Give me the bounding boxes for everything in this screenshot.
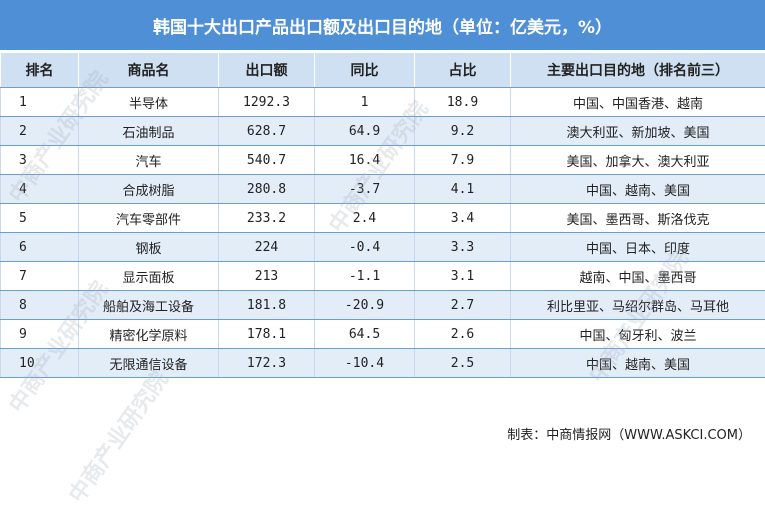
cell-destinations: 中国、中国香港、越南	[511, 88, 765, 117]
cell-export-value: 181.8	[219, 291, 315, 320]
cell-share: 4.1	[415, 175, 511, 204]
col-header-destinations: 主要出口目的地（排名前三）	[511, 53, 765, 88]
cell-share: 2.6	[415, 320, 511, 349]
cell-product: 汽车零部件	[79, 204, 219, 233]
cell-rank: 10	[1, 349, 79, 378]
cell-yoy: 64.9	[315, 117, 415, 146]
cell-destinations: 澳大利亚、新加坡、美国	[511, 117, 765, 146]
cell-yoy: 1	[315, 88, 415, 117]
cell-destinations: 中国、越南、美国	[511, 175, 765, 204]
cell-export-value: 1292.3	[219, 88, 315, 117]
col-header-yoy: 同比	[315, 53, 415, 88]
cell-yoy: -3.7	[315, 175, 415, 204]
cell-share: 18.9	[415, 88, 511, 117]
cell-product: 合成树脂	[79, 175, 219, 204]
cell-yoy: -20.9	[315, 291, 415, 320]
cell-product: 船舶及海工设备	[79, 291, 219, 320]
header-row: 排名 商品名 出口额 同比 占比 主要出口目的地（排名前三）	[1, 53, 765, 88]
cell-product: 钢板	[79, 233, 219, 262]
source-note: 制表：中商情报网（WWW.ASKCI.COM）	[507, 424, 751, 443]
cell-product: 石油制品	[79, 117, 219, 146]
cell-share: 9.2	[415, 117, 511, 146]
col-header-export-value: 出口额	[219, 53, 315, 88]
cell-share: 7.9	[415, 146, 511, 175]
cell-rank: 9	[1, 320, 79, 349]
cell-share: 2.7	[415, 291, 511, 320]
cell-destinations: 越南、中国、墨西哥	[511, 262, 765, 291]
cell-yoy: 2.4	[315, 204, 415, 233]
cell-rank: 2	[1, 117, 79, 146]
cell-export-value: 540.7	[219, 146, 315, 175]
cell-rank: 7	[1, 262, 79, 291]
cell-share: 3.3	[415, 233, 511, 262]
cell-rank: 8	[1, 291, 79, 320]
chart-container: 韩国十大出口产品出口额及出口目的地（单位：亿美元，%） 排名 商品名 出口额 同…	[0, 0, 765, 450]
cell-rank: 1	[1, 88, 79, 117]
cell-export-value: 280.8	[219, 175, 315, 204]
cell-export-value: 213	[219, 262, 315, 291]
cell-product: 无限通信设备	[79, 349, 219, 378]
cell-yoy: -0.4	[315, 233, 415, 262]
cell-product: 精密化学原料	[79, 320, 219, 349]
cell-rank: 6	[1, 233, 79, 262]
col-header-product: 商品名	[79, 53, 219, 88]
cell-destinations: 利比里亚、马绍尔群岛、马耳他	[511, 291, 765, 320]
watermark-text: 中商产业研究院	[60, 364, 175, 508]
cell-export-value: 224	[219, 233, 315, 262]
cell-export-value: 178.1	[219, 320, 315, 349]
cell-product: 显示面板	[79, 262, 219, 291]
cell-destinations: 中国、日本、印度	[511, 233, 765, 262]
cell-rank: 3	[1, 146, 79, 175]
cell-destinations: 美国、加拿大、澳大利亚	[511, 146, 765, 175]
cell-share: 3.1	[415, 262, 511, 291]
cell-share: 2.5	[415, 349, 511, 378]
cell-product: 汽车	[79, 146, 219, 175]
cell-product: 半导体	[79, 88, 219, 117]
cell-rank: 5	[1, 204, 79, 233]
cell-destinations: 美国、墨西哥、斯洛伐克	[511, 204, 765, 233]
cell-destinations: 中国、匈牙利、波兰	[511, 320, 765, 349]
cell-export-value: 628.7	[219, 117, 315, 146]
col-header-share: 占比	[415, 53, 511, 88]
cell-share: 3.4	[415, 204, 511, 233]
cell-yoy: -10.4	[315, 349, 415, 378]
cell-yoy: 64.5	[315, 320, 415, 349]
cell-export-value: 233.2	[219, 204, 315, 233]
col-header-rank: 排名	[1, 53, 79, 88]
cell-yoy: 16.4	[315, 146, 415, 175]
cell-destinations: 中国、越南、美国	[511, 349, 765, 378]
cell-export-value: 172.3	[219, 349, 315, 378]
cell-rank: 4	[1, 175, 79, 204]
table-title: 韩国十大出口产品出口额及出口目的地（单位：亿美元，%）	[0, 0, 765, 50]
cell-yoy: -1.1	[315, 262, 415, 291]
